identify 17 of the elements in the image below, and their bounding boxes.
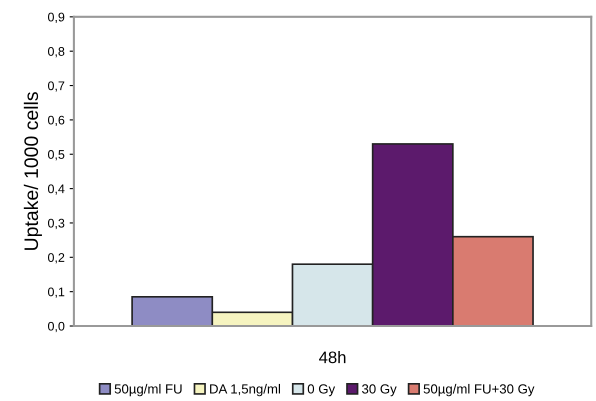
y-tick-label: 0,4 xyxy=(48,184,65,195)
y-tick-label: 0,7 xyxy=(48,81,64,92)
y-tick-label: 0,2 xyxy=(48,253,64,264)
legend-label: 50µg/ml FU xyxy=(114,384,182,396)
x-tick-label: 48h xyxy=(319,351,346,364)
legend-label: DA 1,5ng/ml xyxy=(210,384,280,396)
y-tick-label: 0,1 xyxy=(48,287,64,298)
legend-label: 50µg/ml FU+30 Gy xyxy=(424,384,534,396)
y-tick-label: 0,8 xyxy=(48,46,64,58)
y-tick-label: 0,9 xyxy=(48,12,64,23)
y-tick-label: 0,0 xyxy=(48,322,64,332)
legend-label: 30 Gy xyxy=(362,384,397,396)
legend-label: 0 Gy xyxy=(308,384,336,396)
y-tick-label: 0,5 xyxy=(48,150,64,160)
y-tick-label: 0,3 xyxy=(48,218,64,230)
y-axis-title: Uptake/ 1000 cells xyxy=(24,92,42,250)
y-tick-label: 0,6 xyxy=(48,116,64,126)
